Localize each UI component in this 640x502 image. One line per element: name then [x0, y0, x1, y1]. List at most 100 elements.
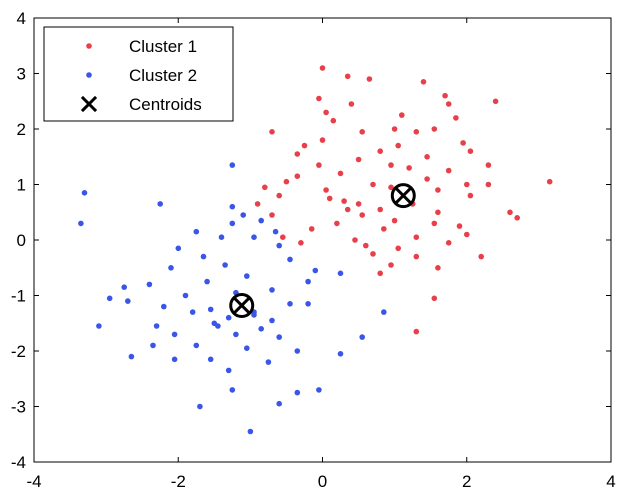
cluster-1-point — [445, 240, 452, 246]
cluster-2-point — [81, 190, 88, 196]
cluster-1-point — [464, 231, 470, 238]
cluster-1-point — [413, 234, 420, 240]
cluster-2-point — [207, 306, 214, 313]
y-tick-label: -4 — [11, 453, 26, 472]
x-tick-label: -4 — [26, 472, 41, 491]
cluster-2-point — [251, 312, 257, 318]
cluster-2-point — [233, 331, 239, 338]
cluster-2-point — [215, 323, 221, 329]
cluster-1-point — [323, 109, 329, 116]
cluster-2-point — [359, 334, 366, 340]
cluster-2-point — [244, 345, 250, 352]
cluster-1-point — [431, 295, 438, 302]
cluster-1-point — [326, 195, 333, 202]
cluster-1-point — [301, 142, 308, 149]
cluster-2-point — [229, 162, 236, 168]
cluster-1-point — [546, 178, 553, 185]
y-tick-label: 3 — [17, 65, 26, 84]
cluster-2-point — [168, 265, 174, 271]
x-tick-label: 2 — [462, 472, 471, 491]
cluster-2-point — [146, 281, 153, 288]
cluster-1-point — [370, 251, 376, 257]
cluster-2-point — [272, 228, 279, 235]
cluster-1-point — [514, 215, 520, 221]
cluster-1-point — [413, 253, 420, 260]
cluster-2-point — [207, 356, 214, 363]
cluster-1-point — [453, 115, 459, 121]
cluster-2-point — [305, 278, 311, 285]
cluster-1-point — [294, 151, 301, 157]
cluster-2-point — [258, 326, 265, 332]
cluster-1-point — [323, 187, 329, 193]
cluster-1-point — [316, 95, 322, 102]
cluster-2-point — [204, 278, 210, 285]
y-tick-label: 4 — [17, 9, 26, 28]
cluster-1-point — [485, 162, 492, 168]
cluster-1-point — [420, 79, 427, 85]
cluster-2-point — [218, 234, 225, 240]
cluster-1-point — [294, 173, 301, 179]
cluster-1-point — [370, 181, 376, 188]
legend: Cluster 1 Cluster 2 Centroids — [43, 26, 234, 122]
cluster-1-point — [316, 162, 322, 168]
centroid-marker — [229, 292, 255, 318]
cluster-1-point — [363, 242, 369, 249]
x-tick-label: -2 — [171, 472, 186, 491]
cluster-2-point — [276, 400, 283, 407]
cluster-2-point — [316, 387, 322, 393]
cluster-2-point — [269, 317, 275, 324]
cluster-1-point — [377, 270, 384, 277]
cluster-2-point — [244, 273, 250, 279]
cluster-1-point — [435, 209, 441, 216]
cluster-1-point — [442, 92, 448, 99]
y-tick-label: 2 — [17, 120, 26, 139]
cluster-1-point — [445, 167, 452, 174]
cluster-1-point — [377, 148, 384, 154]
cluster-1-point — [424, 154, 430, 160]
cluster-2-point — [251, 234, 257, 240]
cluster-2-point — [305, 301, 311, 307]
cluster-1-point — [464, 181, 470, 188]
cluster-1-point — [467, 148, 474, 154]
cluster-2-point — [175, 245, 182, 252]
cluster-1-point — [308, 226, 315, 232]
cluster-2-point — [121, 284, 127, 291]
cluster-1-point — [348, 101, 355, 107]
cluster-2-point — [240, 212, 246, 218]
cluster-1-point — [283, 178, 290, 185]
cluster-1-point — [391, 217, 398, 224]
cluster-1-point — [467, 192, 474, 199]
cluster-1-point — [355, 156, 362, 163]
cluster-2-point — [222, 262, 228, 268]
cluster-2-point — [276, 242, 283, 249]
cluster-1-point — [492, 98, 499, 105]
cluster-2-point — [193, 342, 200, 349]
cluster-1-point — [399, 112, 405, 118]
legend-label-cluster-2: Cluster 2 — [129, 66, 197, 85]
cluster-2-point — [258, 217, 265, 224]
cluster-2-point — [247, 428, 254, 435]
cluster-1-point — [254, 201, 261, 207]
cluster-1-point — [319, 137, 326, 143]
cluster-2-point — [171, 331, 178, 338]
cluster-2-point — [287, 256, 293, 263]
cluster-2-point — [150, 342, 156, 349]
cluster-1-point — [269, 212, 275, 218]
cluster-2-point — [197, 403, 203, 410]
cluster-1-point — [485, 181, 492, 188]
cluster-1-point — [413, 129, 420, 135]
cluster-1-point — [359, 212, 366, 218]
cluster-1-point — [445, 101, 452, 107]
cluster-2-point — [161, 303, 167, 310]
cluster-2-point — [312, 267, 319, 274]
legend-marker-cluster-1 — [86, 43, 92, 49]
legend-label-centroids: Centroids — [129, 95, 202, 114]
cluster-1-point — [337, 170, 344, 177]
cluster-1-point — [478, 253, 485, 260]
cluster-2-point — [106, 295, 113, 302]
cluster-2-point — [200, 253, 207, 260]
cluster-2-point — [381, 309, 387, 315]
x-tick-label: 4 — [606, 472, 615, 491]
cluster-1-point — [381, 226, 387, 232]
